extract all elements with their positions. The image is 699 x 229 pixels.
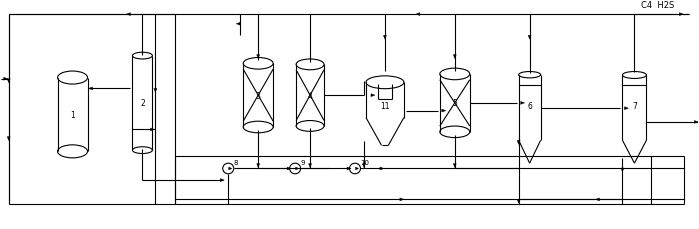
Polygon shape <box>3 78 8 81</box>
Polygon shape <box>308 164 312 168</box>
Polygon shape <box>453 55 456 59</box>
Text: 4: 4 <box>308 91 312 100</box>
Polygon shape <box>127 14 131 16</box>
Polygon shape <box>384 36 387 40</box>
Polygon shape <box>517 199 520 203</box>
Polygon shape <box>528 36 531 40</box>
Polygon shape <box>679 14 684 16</box>
Text: 9: 9 <box>301 159 305 165</box>
Text: 11: 11 <box>380 101 389 110</box>
Text: 10: 10 <box>361 159 370 165</box>
Polygon shape <box>521 102 525 105</box>
Text: 6: 6 <box>527 102 532 111</box>
Polygon shape <box>453 164 456 168</box>
Polygon shape <box>154 89 157 93</box>
Text: 5: 5 <box>452 99 457 108</box>
Polygon shape <box>624 107 628 110</box>
Polygon shape <box>220 179 224 182</box>
Text: 7: 7 <box>632 102 637 111</box>
Polygon shape <box>694 121 698 124</box>
Text: 2: 2 <box>140 99 145 108</box>
Polygon shape <box>89 87 92 90</box>
Polygon shape <box>257 164 260 168</box>
Polygon shape <box>442 110 446 112</box>
Text: C4  H2S: C4 H2S <box>642 1 675 10</box>
Polygon shape <box>7 137 10 141</box>
Polygon shape <box>347 167 351 170</box>
Polygon shape <box>416 14 420 16</box>
Polygon shape <box>356 167 359 170</box>
Polygon shape <box>517 141 520 145</box>
Polygon shape <box>7 79 10 83</box>
Text: 8: 8 <box>234 159 238 165</box>
Polygon shape <box>621 168 624 172</box>
Polygon shape <box>596 198 600 201</box>
Polygon shape <box>363 164 366 168</box>
Polygon shape <box>257 55 260 59</box>
Polygon shape <box>229 167 232 170</box>
Polygon shape <box>150 128 154 131</box>
Polygon shape <box>296 167 298 170</box>
Polygon shape <box>287 167 291 170</box>
Text: 1: 1 <box>70 110 75 120</box>
Polygon shape <box>371 94 375 97</box>
Polygon shape <box>236 23 240 26</box>
Text: 3: 3 <box>256 91 261 100</box>
Polygon shape <box>400 198 404 201</box>
Polygon shape <box>380 167 384 170</box>
